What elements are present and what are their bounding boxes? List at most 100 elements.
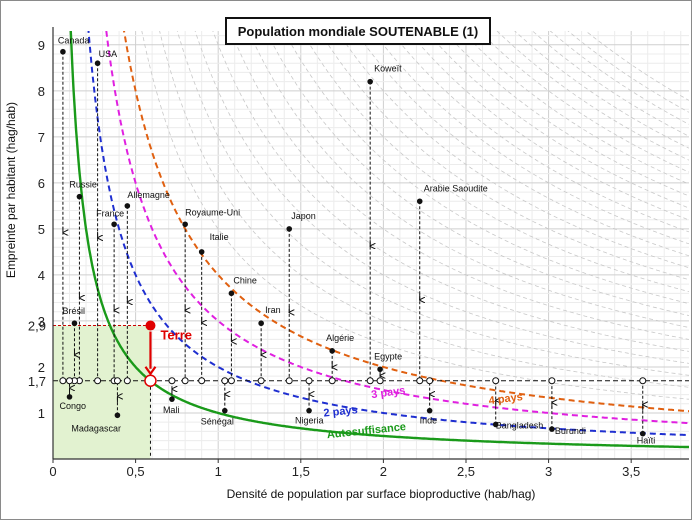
country-label: Algérie <box>326 333 354 343</box>
country-sustainable-point <box>548 377 556 385</box>
country-label: Bangladesh <box>496 420 544 430</box>
country-label: Allemagne <box>127 190 170 200</box>
background-isoline <box>247 31 689 328</box>
background-isoline <box>319 31 689 281</box>
country-sustainable-point <box>492 377 500 385</box>
x-axis-label: Densité de population par surface biopro… <box>226 487 536 501</box>
background-isoline <box>567 31 689 113</box>
background-isoline <box>407 31 689 221</box>
country-sustainable-point <box>285 377 293 385</box>
x-tick-label: 1 <box>215 464 222 479</box>
country-sustainable-point <box>305 377 313 385</box>
background-isoline <box>443 31 689 197</box>
background-isoline <box>532 31 689 137</box>
background-isoline <box>496 31 689 161</box>
country-point <box>228 290 235 297</box>
country-sustainable-point <box>59 377 67 385</box>
background-isoline <box>354 31 689 257</box>
country-label: Egypte <box>374 351 402 361</box>
country-point <box>71 320 78 327</box>
country-point <box>94 60 101 67</box>
country-sustainable-point <box>426 377 434 385</box>
y-special-tick-label: 1,7 <box>28 374 46 389</box>
country-label: Italie <box>210 232 229 242</box>
y-tick-label: 3 <box>38 314 45 329</box>
x-tick-label: 2,5 <box>457 464 475 479</box>
earth-sustainable-point <box>144 374 157 388</box>
country-label: France <box>96 208 124 218</box>
country-label: Japon <box>291 211 316 221</box>
country-label: Nigeria <box>295 416 324 426</box>
country-label: Canada <box>58 36 90 46</box>
curve-autosuffisance <box>69 31 689 449</box>
country-label: USA <box>99 49 118 59</box>
country-label: Russie <box>69 180 97 190</box>
country-sustainable-point <box>257 377 265 385</box>
country-sustainable-point <box>366 377 374 385</box>
country-point <box>639 430 646 437</box>
country-point <box>492 421 499 428</box>
y-tick-label: 2 <box>38 360 45 375</box>
country-sustainable-point <box>94 377 102 385</box>
country-sustainable-point <box>198 377 206 385</box>
country-point <box>76 193 83 200</box>
x-tick-label: 2 <box>380 464 387 479</box>
background-isoline <box>230 31 689 340</box>
country-label: Haïti <box>637 436 656 446</box>
y-tick-label: 6 <box>38 176 45 191</box>
country-label: Koweït <box>374 64 402 74</box>
country-sustainable-point <box>123 377 131 385</box>
background-isoline <box>460 31 689 185</box>
curve-4-pays <box>123 31 689 413</box>
country-point <box>306 407 312 414</box>
country-point <box>329 348 335 354</box>
country-point <box>182 221 188 228</box>
country-label: Inde <box>420 416 438 426</box>
country-point <box>367 78 373 85</box>
curve-2-pays <box>87 31 689 437</box>
country-sustainable-point <box>113 377 121 385</box>
background-isoline <box>478 31 689 173</box>
curve-label: 2 pays <box>323 404 358 420</box>
country-sustainable-point <box>416 377 424 385</box>
background-isoline <box>212 31 689 352</box>
country-sustainable-point <box>168 377 176 385</box>
x-tick-label: 3,5 <box>622 464 640 479</box>
y-tick-label: 4 <box>38 268 45 283</box>
x-tick-label: 0,5 <box>127 464 145 479</box>
background-isoline <box>301 31 689 292</box>
background-isoline <box>336 31 689 269</box>
country-sustainable-point <box>376 377 384 385</box>
country-point <box>114 412 121 419</box>
background-isoline <box>159 31 689 388</box>
x-tick-label: 0 <box>49 464 56 479</box>
curve-label: 4 pays <box>488 391 523 407</box>
background-isoline <box>514 31 689 149</box>
background-isoline <box>549 31 689 125</box>
country-sustainable-point <box>181 377 189 385</box>
country-label: Madagascar <box>71 423 121 433</box>
country-sustainable-point <box>328 377 336 385</box>
country-point <box>377 366 383 373</box>
y-tick-label: 1 <box>38 406 45 421</box>
country-point <box>60 48 66 55</box>
background-isoline <box>283 31 689 304</box>
country-sustainable-point <box>227 377 235 385</box>
chart-title-box: Population mondiale SOUTENABLE (1) <box>225 17 491 45</box>
background-isoline <box>176 31 689 376</box>
earth-footprint-area <box>53 325 151 459</box>
country-label: Sénégal <box>201 417 234 427</box>
country-sustainable-point <box>639 377 647 385</box>
country-label: Iran <box>265 305 281 315</box>
country-label: Mali <box>163 405 180 415</box>
y-tick-label: 5 <box>38 222 45 237</box>
country-label: Arabie Saoudite <box>424 183 488 193</box>
country-point <box>549 426 555 432</box>
y-axis-label: Empreinte par habitant (hag/hab) <box>4 101 18 279</box>
country-point <box>111 221 117 228</box>
background-isoline <box>425 31 689 209</box>
country-label: Burundi <box>555 426 586 436</box>
background-isoline <box>585 31 689 101</box>
